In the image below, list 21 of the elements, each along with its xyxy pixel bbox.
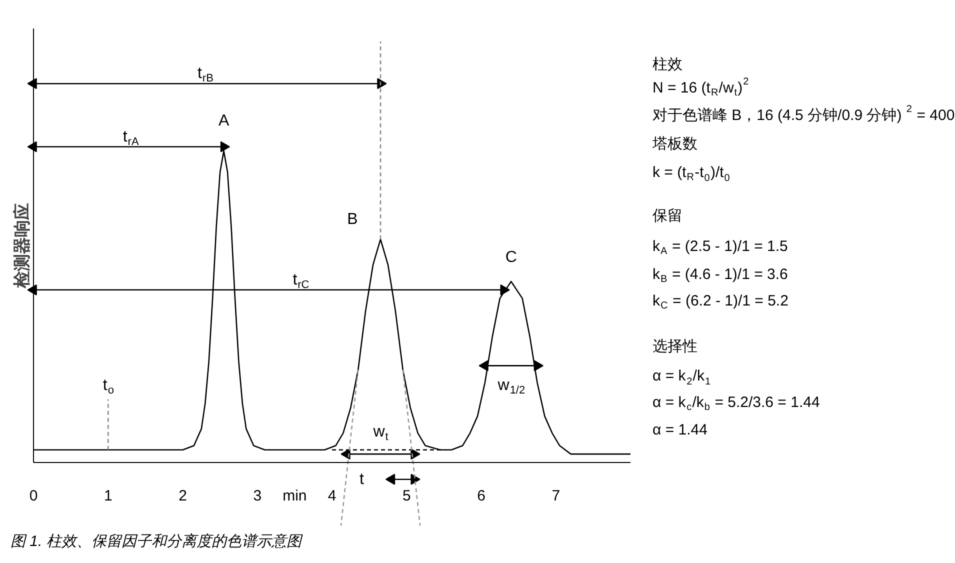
- x-tick-label: 1: [104, 488, 112, 504]
- annotation: C: [505, 248, 517, 266]
- annotation: A: [218, 112, 230, 130]
- text: α = 1.44: [652, 422, 708, 439]
- x-tick-label: 4: [328, 488, 336, 504]
- annotation: B: [347, 210, 358, 228]
- x-tick-label: min: [282, 488, 307, 504]
- x-tick-label: 5: [402, 488, 411, 504]
- text: 对于色谱峰 B，16 (4.5 分钟/0.9 分钟) 2 = 400: [652, 104, 955, 124]
- annotation: t: [359, 470, 364, 488]
- text: 塔板数: [652, 136, 698, 153]
- caption: 图 1. 柱效、保留因子和分离度的色谱示意图: [10, 533, 304, 550]
- x-tick-label: 0: [29, 488, 38, 504]
- x-tick-label: 6: [477, 488, 486, 504]
- y-axis-title: 检测器响应: [12, 203, 32, 289]
- text: 保留: [652, 208, 682, 224]
- x-tick-label: 7: [552, 488, 560, 504]
- text: 选择性: [652, 338, 698, 356]
- text: 柱效: [652, 56, 682, 73]
- x-tick-label: 3: [253, 488, 262, 504]
- x-tick-label: 2: [178, 488, 187, 504]
